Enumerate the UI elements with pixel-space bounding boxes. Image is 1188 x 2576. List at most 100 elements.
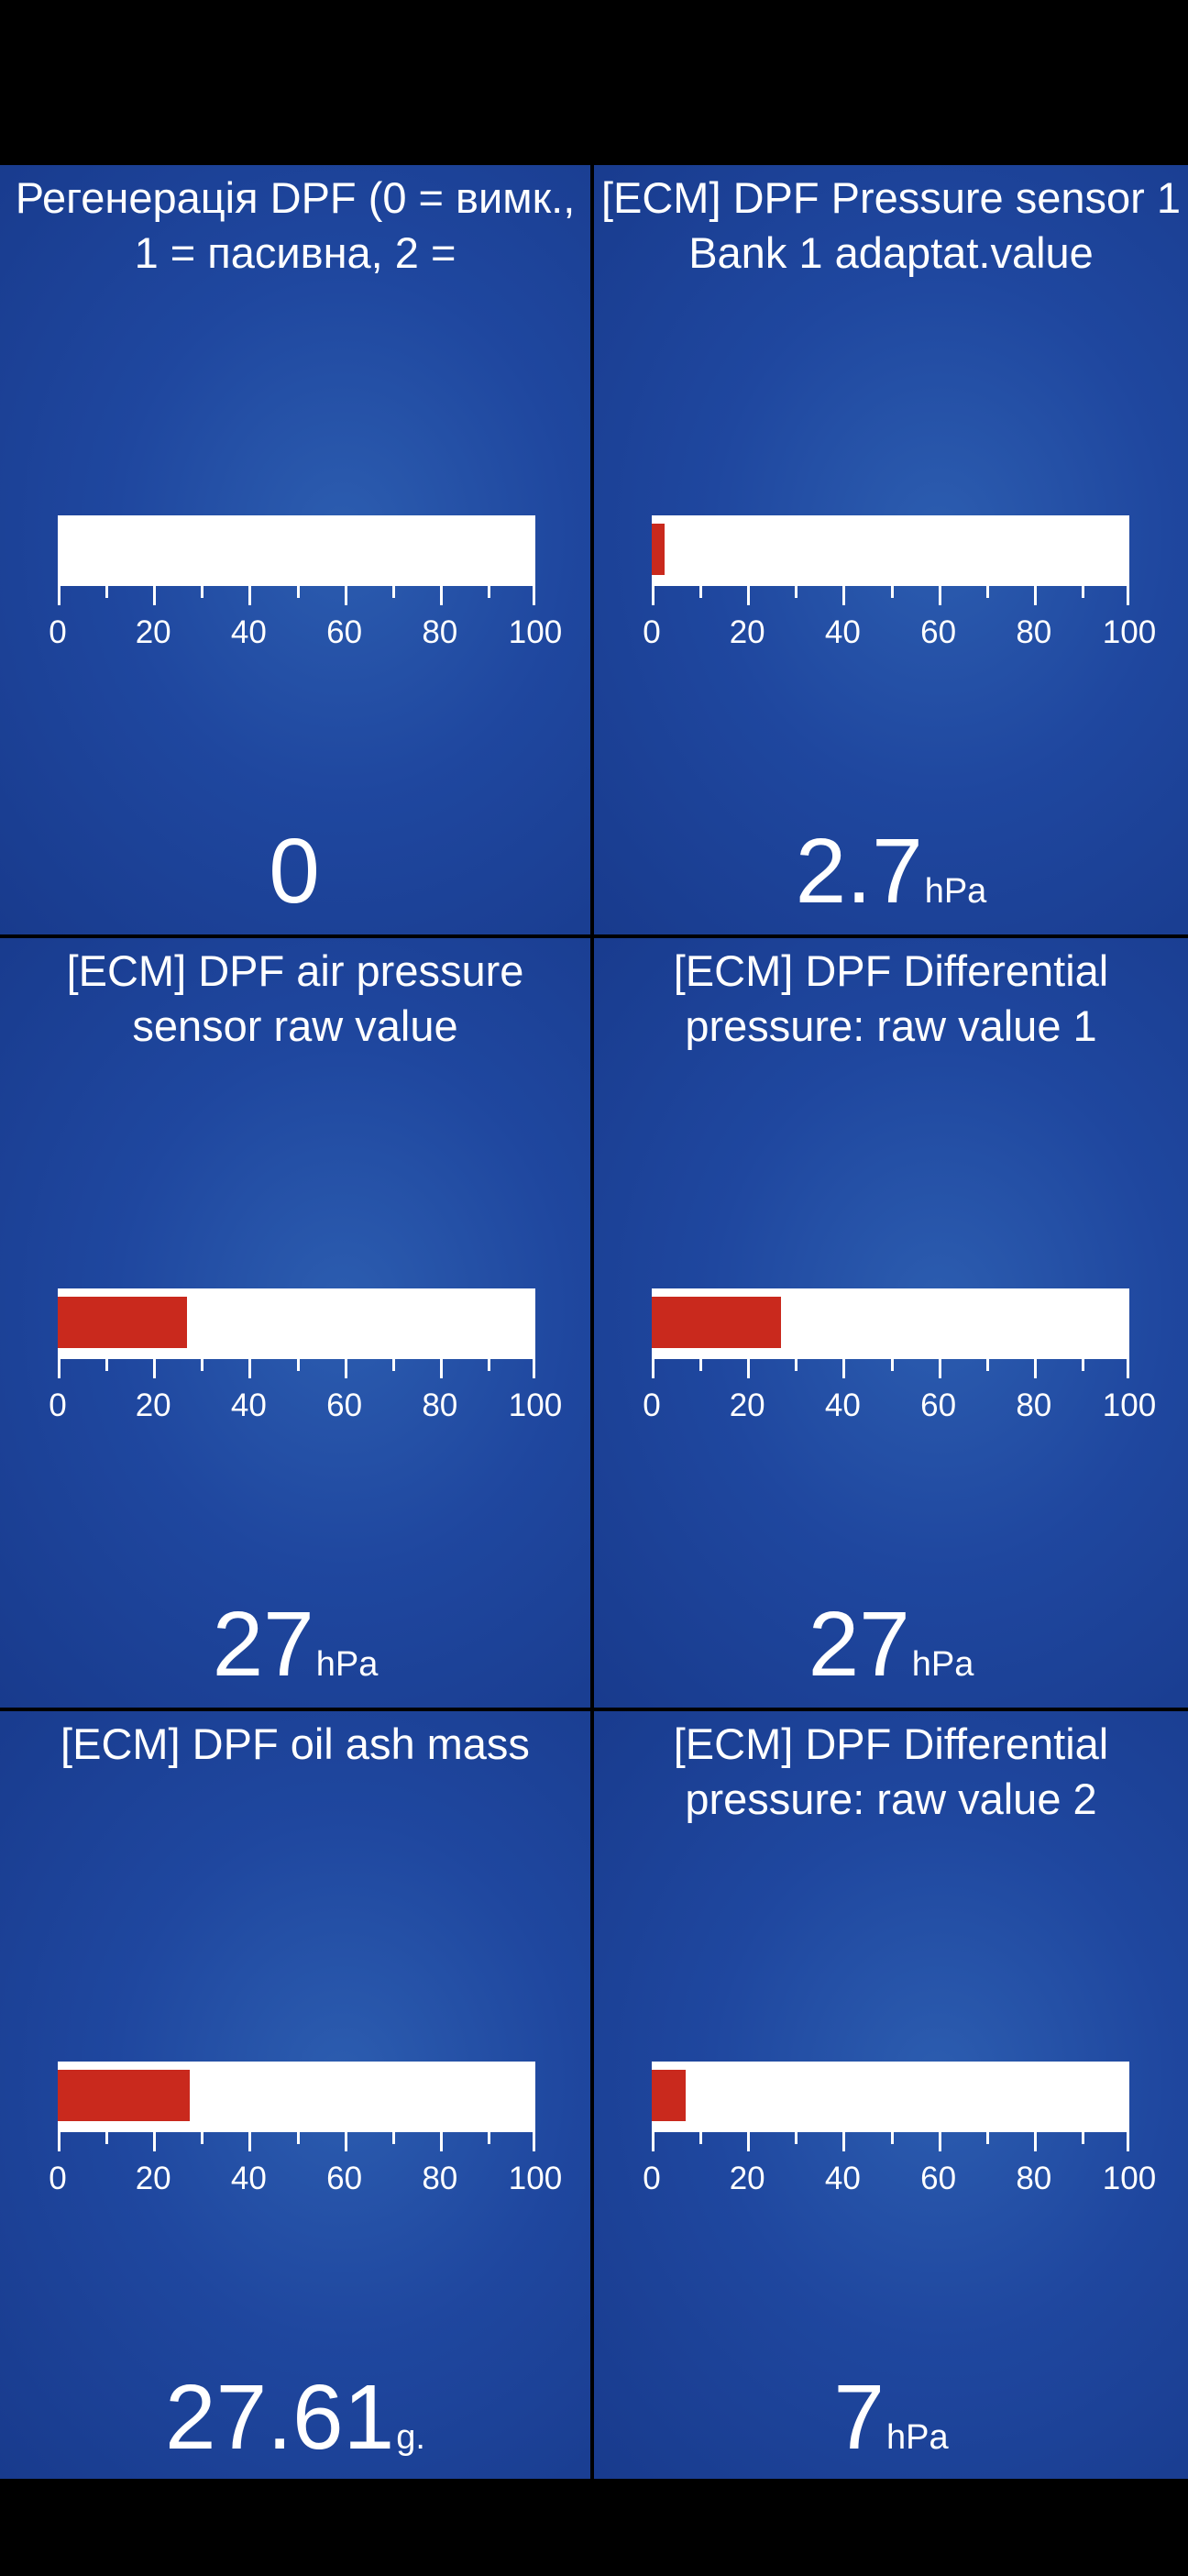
scale-minor-tick bbox=[201, 2129, 204, 2144]
scale-major-tick bbox=[533, 583, 535, 605]
scale-major-tick bbox=[747, 583, 751, 605]
scale-major-tick bbox=[153, 2129, 157, 2151]
gauge-tile-dpf-pressure-sensor-1[interactable]: [ECM] DPF Pressure sensor 1 Bank 1 adapt… bbox=[594, 165, 1188, 934]
scale-tick-label: 20 bbox=[729, 2161, 765, 2196]
scale-minor-tick bbox=[985, 2129, 989, 2144]
scale-minor-tick bbox=[105, 2129, 109, 2144]
scale-minor-tick bbox=[391, 583, 395, 598]
scale-minor-tick bbox=[699, 583, 703, 598]
scale-tick-label: 60 bbox=[920, 2161, 957, 2196]
scale-minor-tick bbox=[1081, 1356, 1084, 1371]
scale-minor-tick bbox=[795, 1356, 798, 1371]
scale-minor-tick bbox=[391, 1356, 395, 1371]
scale-tick-label: 20 bbox=[135, 1388, 171, 1423]
gauge-bar-fill bbox=[652, 1297, 781, 1348]
scale-tick-label: 40 bbox=[824, 614, 861, 650]
scale-tick-label: 80 bbox=[422, 614, 458, 650]
scale-tick-label: 60 bbox=[326, 614, 363, 650]
gauge-readout: 27.61g. bbox=[0, 2371, 590, 2479]
gauge-tile-dpf-oil-ash-mass[interactable]: [ECM] DPF oil ash mass 0 20 40 60 80 100 27.6… bbox=[0, 1711, 590, 2479]
scale-minor-tick bbox=[890, 583, 894, 598]
scale-major-tick bbox=[439, 2129, 443, 2151]
gauge-readout: 27hPa bbox=[0, 1598, 590, 1708]
gauge-tile-dpf-regeneration[interactable]: Регенерація DPF (0 = вимк., 1 = пасивна,… bbox=[0, 165, 590, 934]
gauge-bar-track bbox=[58, 515, 535, 583]
scale-major-tick bbox=[747, 1356, 751, 1378]
gauge-scale: 0 20 40 60 80 100 bbox=[49, 1356, 562, 1430]
scale-major-tick bbox=[1033, 2129, 1037, 2151]
scale-major-tick bbox=[58, 2129, 60, 2151]
scale-minor-tick bbox=[487, 2129, 490, 2144]
gauge-bar-track bbox=[652, 1288, 1129, 1356]
scale-tick-label: 40 bbox=[824, 1388, 861, 1423]
gauge-value: 0 bbox=[269, 820, 320, 923]
scale-minor-tick bbox=[391, 2129, 395, 2144]
scale-major-tick bbox=[248, 1356, 252, 1378]
gauge-unit: hPa bbox=[924, 872, 987, 911]
gauge-tile-dpf-differential-pressure-1[interactable]: [ECM] DPF Differential pressure: raw val… bbox=[594, 938, 1188, 1708]
scale-major-tick bbox=[439, 583, 443, 605]
scale-tick-label: 100 bbox=[508, 614, 563, 650]
scale-tick-label: 0 bbox=[643, 2161, 661, 2196]
scale-tick-label: 60 bbox=[920, 614, 957, 650]
gauge-readout: 2.7hPa bbox=[594, 825, 1188, 934]
gauge-value: 27 bbox=[808, 1593, 910, 1696]
scale-minor-tick bbox=[985, 583, 989, 598]
scale-tick-label: 80 bbox=[422, 1388, 458, 1423]
scale-tick-label: 60 bbox=[326, 1388, 363, 1423]
gauge-tile-dpf-air-pressure-raw[interactable]: [ECM] DPF air pressure sensor raw value … bbox=[0, 938, 590, 1708]
scale-tick-label: 100 bbox=[508, 2161, 563, 2196]
gauge-scale: 0 20 40 60 80 100 bbox=[643, 1356, 1156, 1430]
scale-tick-label: 0 bbox=[643, 1388, 661, 1423]
scale-tick-label: 100 bbox=[1102, 614, 1157, 650]
scale-major-tick bbox=[842, 1356, 846, 1378]
scale-major-tick bbox=[344, 1356, 347, 1378]
scale-tick-label: 0 bbox=[49, 614, 67, 650]
scale-tick-label: 0 bbox=[643, 614, 661, 650]
scale-tick-label: 20 bbox=[135, 2161, 171, 2196]
scale-major-tick bbox=[1127, 1356, 1129, 1378]
scale-minor-tick bbox=[699, 2129, 703, 2144]
gauge-title: [ECM] DPF Differential pressure: raw val… bbox=[673, 946, 1109, 1050]
scale-major-tick bbox=[248, 2129, 252, 2151]
scale-minor-tick bbox=[985, 1356, 989, 1371]
scale-major-tick bbox=[58, 1356, 60, 1378]
gauge-dashboard: Регенерація DPF (0 = вимк., 1 = пасивна,… bbox=[0, 165, 1188, 2479]
scale-major-tick bbox=[842, 2129, 846, 2151]
gauge-title: [ECM] DPF air pressure sensor raw value bbox=[66, 946, 524, 1050]
scale-minor-tick bbox=[890, 1356, 894, 1371]
gauge-title: [ECM] DPF Differential pressure: raw val… bbox=[673, 1719, 1109, 1823]
scale-major-tick bbox=[938, 583, 941, 605]
scale-tick-label: 80 bbox=[1016, 614, 1052, 650]
scale-minor-tick bbox=[201, 1356, 204, 1371]
scale-tick-label: 100 bbox=[1102, 2161, 1157, 2196]
scale-major-tick bbox=[153, 583, 157, 605]
gauge-scale: 0 20 40 60 80 100 bbox=[643, 583, 1156, 657]
scale-tick-label: 40 bbox=[230, 1388, 267, 1423]
gauge-title: [ECM] DPF Pressure sensor 1 Bank 1 adapt… bbox=[600, 173, 1182, 277]
scale-tick-label: 20 bbox=[729, 1388, 765, 1423]
scale-major-tick bbox=[533, 1356, 535, 1378]
gauge-tile-dpf-differential-pressure-2[interactable]: [ECM] DPF Differential pressure: raw val… bbox=[594, 1711, 1188, 2479]
scale-minor-tick bbox=[795, 2129, 798, 2144]
gauge-readout: 7hPa bbox=[594, 2371, 1188, 2479]
gauge-scale: 0 20 40 60 80 100 bbox=[49, 583, 562, 657]
scale-major-tick bbox=[1033, 1356, 1037, 1378]
gauge-bar-fill bbox=[652, 2070, 686, 2121]
scale-major-tick bbox=[938, 2129, 941, 2151]
scale-minor-tick bbox=[487, 1356, 490, 1371]
scale-major-tick bbox=[1127, 583, 1129, 605]
scale-major-tick bbox=[533, 2129, 535, 2151]
scale-tick-label: 60 bbox=[326, 2161, 363, 2196]
scale-major-tick bbox=[344, 583, 347, 605]
scale-major-tick bbox=[153, 1356, 157, 1378]
gauge-scale: 0 20 40 60 80 100 bbox=[643, 2129, 1156, 2203]
scale-minor-tick bbox=[105, 583, 109, 598]
scale-major-tick bbox=[652, 2129, 654, 2151]
scale-minor-tick bbox=[487, 583, 490, 598]
scale-major-tick bbox=[652, 583, 654, 605]
gauge-scale: 0 20 40 60 80 100 bbox=[49, 2129, 562, 2203]
scale-tick-label: 40 bbox=[824, 2161, 861, 2196]
scale-minor-tick bbox=[105, 1356, 109, 1371]
scale-minor-tick bbox=[1081, 583, 1084, 598]
